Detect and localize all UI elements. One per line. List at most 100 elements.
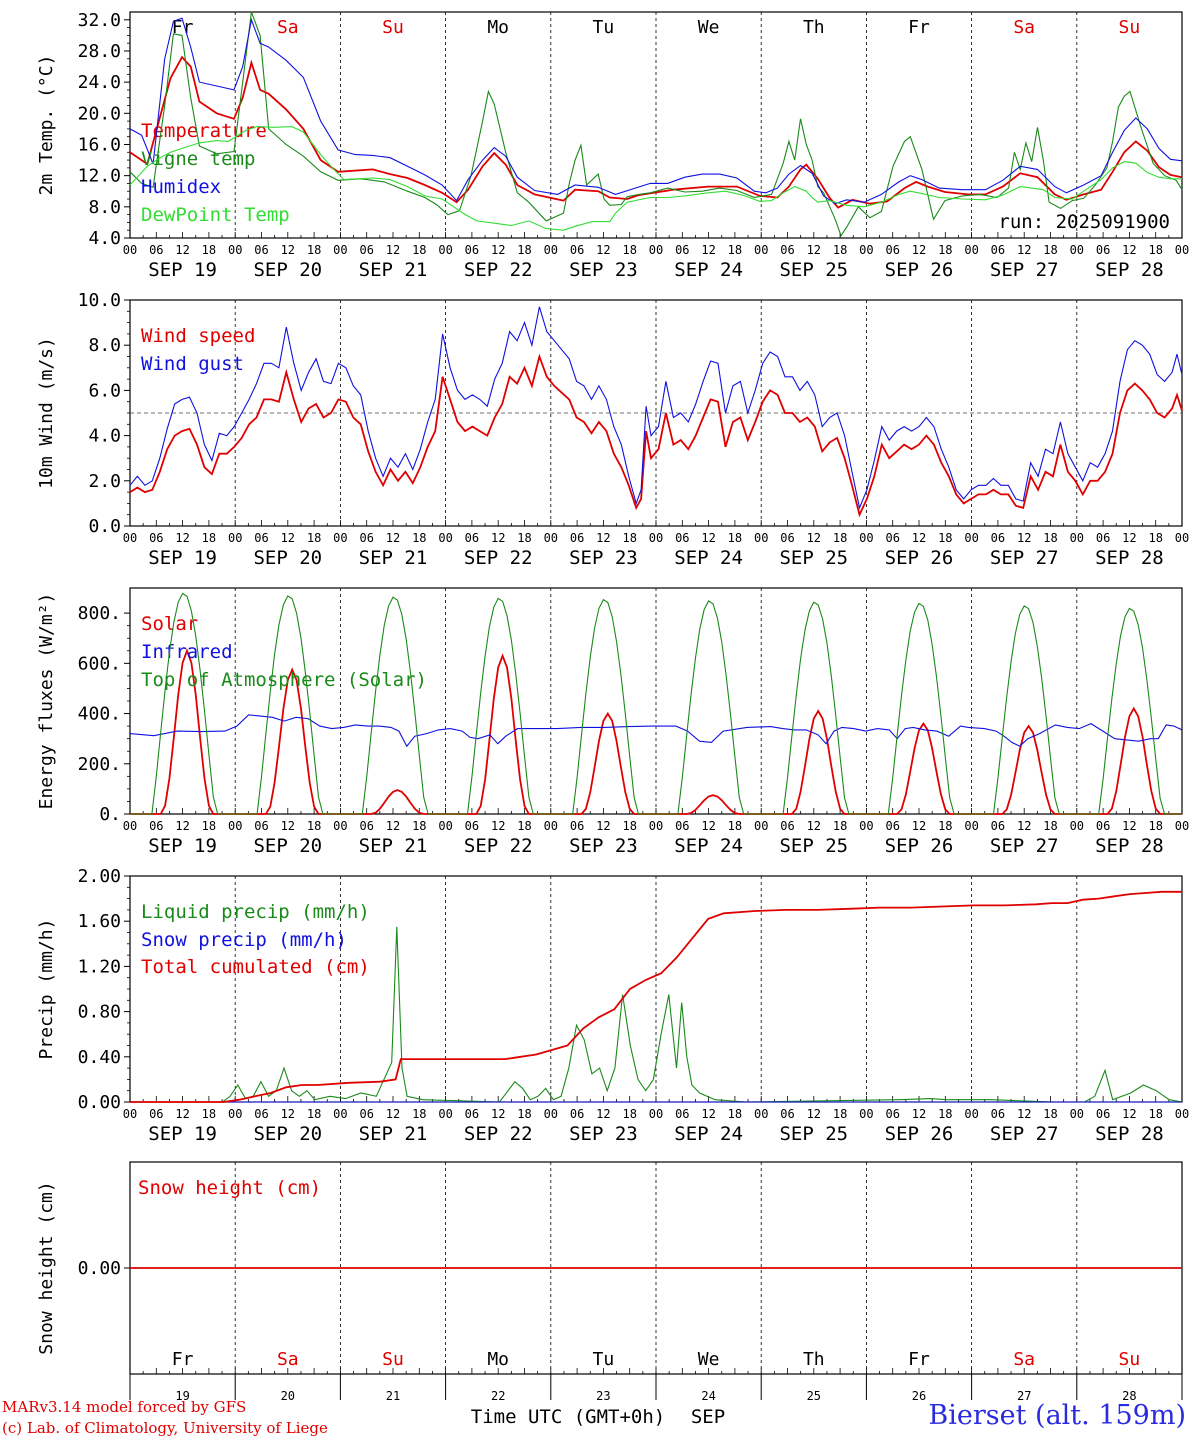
temperature-hour-label: 00 bbox=[544, 243, 558, 257]
wind-hour-label: 18 bbox=[202, 531, 216, 545]
precip-hour-label: 06 bbox=[991, 1107, 1005, 1121]
temperature-hour-label: 06 bbox=[254, 243, 268, 257]
precip-hour-label: 12 bbox=[1122, 1107, 1136, 1121]
temperature-date-label: SEP 20 bbox=[253, 259, 322, 281]
wind-hour-label: 00 bbox=[649, 531, 663, 545]
wind-hour-label: 12 bbox=[281, 531, 295, 545]
precip-hour-label: 00 bbox=[964, 1107, 978, 1121]
precip-hour-label: 06 bbox=[675, 1107, 689, 1121]
temperature-hour-label: 12 bbox=[491, 243, 505, 257]
precip-hour-label: 12 bbox=[1017, 1107, 1031, 1121]
weekday-label: Tu bbox=[593, 17, 615, 38]
wind-hour-label: 00 bbox=[1175, 531, 1189, 545]
energy-hour-label: 06 bbox=[465, 819, 479, 833]
weekday-label-bottom: Su bbox=[1119, 1349, 1141, 1370]
temperature-hour-label: 06 bbox=[465, 243, 479, 257]
precip-hour-label: 12 bbox=[386, 1107, 400, 1121]
wind-hour-label: 12 bbox=[491, 531, 505, 545]
temperature-hour-label: 12 bbox=[1017, 243, 1031, 257]
temperature-hour-label: 06 bbox=[1096, 243, 1110, 257]
energy-ylabel: Energy fluxes (W/m²) bbox=[36, 593, 57, 810]
energy-hour-label: 00 bbox=[123, 819, 137, 833]
weekday-label-bottom: Fr bbox=[908, 1349, 930, 1370]
wind-hour-label: 18 bbox=[517, 531, 531, 545]
precip-series-total-cumulated-cm- bbox=[130, 890, 1182, 1103]
temperature-ytick-label: 4.0 bbox=[88, 228, 121, 249]
energy-date-label: SEP 19 bbox=[148, 835, 217, 857]
energy-hour-label: 06 bbox=[570, 819, 584, 833]
temperature-date-label: SEP 24 bbox=[674, 259, 743, 281]
wind-hour-label: 18 bbox=[307, 531, 321, 545]
temperature-series-humidex bbox=[129, 17, 1183, 205]
temperature-hour-label: 06 bbox=[780, 243, 794, 257]
precip-hour-label: 18 bbox=[833, 1107, 847, 1121]
wind-hour-label: 00 bbox=[754, 531, 768, 545]
wind-ytick-label: 2.0 bbox=[88, 471, 121, 492]
precip-date-label: SEP 20 bbox=[253, 1123, 322, 1145]
temperature-ytick-label: 24.0 bbox=[78, 72, 121, 93]
precip-hour-label: 12 bbox=[596, 1107, 610, 1121]
precip-hour-label: 12 bbox=[175, 1107, 189, 1121]
day-number-label: 20 bbox=[281, 1389, 295, 1403]
energy-hour-label: 12 bbox=[175, 819, 189, 833]
wind-hour-label: 06 bbox=[1096, 531, 1110, 545]
energy-hour-label: 06 bbox=[780, 819, 794, 833]
temperature-hour-label: 18 bbox=[412, 243, 426, 257]
weekday-label: Su bbox=[1119, 17, 1141, 38]
energy-hour-label: 12 bbox=[1122, 819, 1136, 833]
day-number-label: 24 bbox=[701, 1389, 715, 1403]
precip-hour-label: 18 bbox=[202, 1107, 216, 1121]
energy-ytick-label: 400. bbox=[78, 704, 121, 725]
precip-hour-label: 06 bbox=[1096, 1107, 1110, 1121]
energy-hour-label: 00 bbox=[964, 819, 978, 833]
wind-hour-label: 12 bbox=[1122, 531, 1136, 545]
weekday-label-bottom: Fr bbox=[172, 1349, 194, 1370]
precip-hour-label: 18 bbox=[1148, 1107, 1162, 1121]
day-number-label: 22 bbox=[491, 1389, 505, 1403]
temperature-date-label: SEP 28 bbox=[1095, 259, 1164, 281]
precip-date-label: SEP 28 bbox=[1095, 1123, 1164, 1145]
wind-date-label: SEP 21 bbox=[359, 547, 428, 569]
energy-ytick-label: 800. bbox=[78, 603, 121, 624]
weekday-label: Th bbox=[803, 17, 825, 38]
temperature-hour-label: 00 bbox=[1175, 243, 1189, 257]
energy-hour-label: 00 bbox=[1175, 819, 1189, 833]
weekday-label-bottom: Su bbox=[382, 1349, 404, 1370]
temperature-date-label: SEP 26 bbox=[885, 259, 954, 281]
energy-hour-label: 12 bbox=[386, 819, 400, 833]
precip-hour-label: 00 bbox=[544, 1107, 558, 1121]
precip-hour-label: 12 bbox=[807, 1107, 821, 1121]
precip-hour-label: 18 bbox=[1043, 1107, 1057, 1121]
temperature-hour-label: 06 bbox=[675, 243, 689, 257]
weekday-label-bottom: Th bbox=[803, 1349, 825, 1370]
temperature-date-label: SEP 25 bbox=[779, 259, 848, 281]
wind-hour-label: 06 bbox=[149, 531, 163, 545]
temperature-ytick-label: 28.0 bbox=[78, 41, 121, 62]
lab-credit: (c) Lab. of Climatology, University of L… bbox=[2, 1419, 328, 1437]
energy-legend-entry: Infrared bbox=[141, 641, 233, 663]
weekday-label: Fr bbox=[172, 17, 194, 38]
temperature-hour-label: 06 bbox=[570, 243, 584, 257]
wind-hour-label: 00 bbox=[859, 531, 873, 545]
energy-date-label: SEP 21 bbox=[359, 835, 428, 857]
wind-hour-label: 00 bbox=[1070, 531, 1084, 545]
temperature-hour-label: 00 bbox=[754, 243, 768, 257]
wind-hour-label: 06 bbox=[359, 531, 373, 545]
precip-legend-entry: Total cumulated (cm) bbox=[141, 956, 370, 978]
energy-ytick-label: 600. bbox=[78, 653, 121, 674]
temperature-hour-label: 18 bbox=[517, 243, 531, 257]
precip-hour-label: 00 bbox=[1070, 1107, 1084, 1121]
weekday-label-bottom: Sa bbox=[1013, 1349, 1035, 1370]
energy-date-label: SEP 27 bbox=[990, 835, 1059, 857]
temperature-hour-label: 18 bbox=[307, 243, 321, 257]
temperature-hour-label: 12 bbox=[281, 243, 295, 257]
energy-hour-label: 12 bbox=[596, 819, 610, 833]
wind-hour-label: 06 bbox=[570, 531, 584, 545]
temperature-hour-label: 00 bbox=[649, 243, 663, 257]
wind-hour-label: 12 bbox=[1017, 531, 1031, 545]
temperature-hour-label: 12 bbox=[912, 243, 926, 257]
energy-hour-label: 00 bbox=[333, 819, 347, 833]
temperature-hour-label: 00 bbox=[228, 243, 242, 257]
precip-ylabel: Precip (mm/h) bbox=[36, 919, 57, 1060]
energy-hour-label: 18 bbox=[622, 819, 636, 833]
